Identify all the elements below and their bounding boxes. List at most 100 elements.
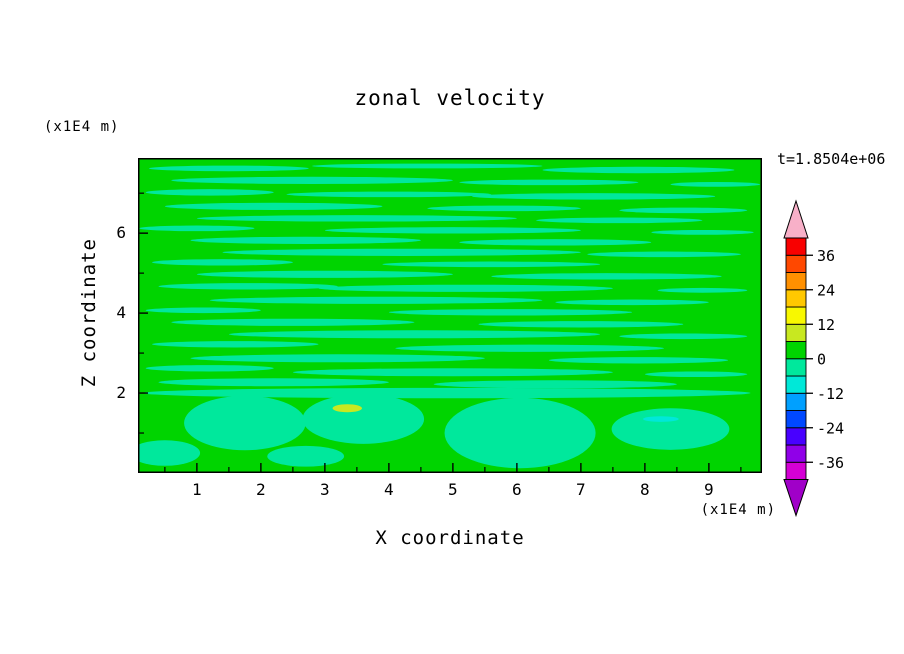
colorbar-tick-label: -36 [817,454,844,472]
contour-feature--6to0 [670,181,761,187]
contour-feature--6to0 [444,397,596,469]
y-tick-label: 6 [116,223,126,243]
colorbar-segment [785,444,807,463]
contour-feature--6to0 [555,299,709,306]
x-axis-label: X coordinate [375,527,525,549]
contour-feature--6to0 [267,445,345,467]
contour-feature--6to0 [302,394,425,444]
colorbar-segment [785,272,807,291]
contour-feature--6to0 [644,371,748,378]
colorbar-segment [785,341,807,360]
x-tick-label: 2 [256,480,266,499]
contour-feature--6to0 [158,378,389,387]
contour-feature--6to0 [324,227,581,234]
x-tick-label: 5 [448,480,458,499]
colorbar-segment [785,323,807,342]
contour-feature--6to0 [619,207,748,214]
contour-feature--6to0 [427,205,581,212]
contour-feature--6to0 [142,387,751,399]
contour-feature--6to0 [491,273,722,280]
contour-feature--6to0 [651,229,754,235]
contour-feature--6to0 [171,318,415,326]
colorbar-tick-label: -24 [817,419,844,437]
colorbar-segment [785,410,807,429]
colorbar-tick-label: 24 [817,281,835,299]
x-tick-label: 1 [192,480,202,499]
contour-feature--6to0 [190,236,421,244]
x-tick-label: 8 [640,480,650,499]
contour-feature--6to0 [472,193,716,200]
contour-features [138,163,761,469]
colorbar-segment [785,289,807,308]
contour-feature--6to0 [587,251,741,258]
contour-feature--6to0 [152,259,293,266]
contour-feature--6to0 [548,357,729,364]
x-tick-label: 7 [576,480,586,499]
contour-feature--6to0 [164,202,383,210]
plot-frame [138,158,762,473]
contour-plot-area [138,158,762,473]
colorbar-segment [785,254,807,273]
contour-feature--6to0 [196,215,517,222]
x-tick-label: 6 [512,480,522,499]
contour-feature--6to0 [611,408,730,450]
contour-feature--6to0 [196,270,453,278]
colorbar: 36 24 12 0 -12 -24 -36 [783,199,844,518]
contour-feature--6to0 [222,248,581,256]
colorbar-segment [785,427,807,446]
x-tick-label: 4 [384,480,394,499]
x-tick-labels: 1 2 3 4 5 6 7 8 9 [138,480,762,500]
colorbar-over-arrow [783,199,809,239]
plot-title: zonal velocity [354,86,546,110]
timestamp-label: t=1.8504e+06 [777,150,886,168]
colorbar-segment [785,392,807,411]
colorbar-segment [785,306,807,325]
x-tick-label: 9 [704,480,714,499]
colorbar-tick-label: 36 [817,247,835,265]
contour-feature--6to0 [312,163,543,169]
y-axis-units-label: (x1E4 m) [44,119,120,135]
contour-feature--6to0 [382,261,601,268]
contour-feature--6to0 [190,354,485,363]
colorbar-tick-label: 0 [817,350,826,368]
colorbar-segment [785,237,807,256]
contour-feature--6to0 [292,368,613,377]
colorbar-under-arrow [783,479,809,518]
contour-feature--6to0 [318,284,613,292]
y-tick-label: 2 [116,383,126,403]
contour-feature--6to0 [228,330,601,339]
contour-feature--6to0 [209,296,543,304]
contour-feature--6to0 [148,165,309,172]
contour-feature--6to0 [657,287,748,293]
contour-feature--6to0 [286,191,492,198]
contour-feature--6to0 [459,179,639,186]
colorbar-segment [785,358,807,377]
contour-feature--6to0 [536,217,703,224]
y-tick-label: 4 [116,303,126,323]
contour-feature--6to0 [145,307,261,314]
colorbar-tick-label: -12 [817,385,844,403]
contour-feature--12to-6 [642,416,679,422]
contour-feature--6to0 [184,395,306,451]
contour-feature--6to0 [145,189,274,196]
contour-feature--6to0 [433,380,677,389]
x-tick-label: 3 [320,480,330,499]
colorbar-segment [785,375,807,394]
contour-feature--6to0 [619,333,748,340]
contour-feature-6to12 [332,404,362,413]
contour-feature--6to0 [152,341,319,348]
x-axis-units-label: (x1E4 m) [700,502,776,518]
contour-feature--6to0 [139,225,255,232]
contour-feature--6to0 [145,365,274,372]
contour-feature--6to0 [138,440,201,466]
contour-feature--6to0 [542,166,735,174]
colorbar-tick-label: 12 [817,316,835,334]
contour-feature--6to0 [395,344,665,352]
contour-feature--6to0 [171,176,453,184]
contour-feature--6to0 [478,321,684,328]
contour-feature--6to0 [388,309,633,316]
y-tick-labels: 2 4 6 [94,158,126,473]
contour-feature--6to0 [158,283,338,290]
contour-feature--6to0 [459,239,652,246]
